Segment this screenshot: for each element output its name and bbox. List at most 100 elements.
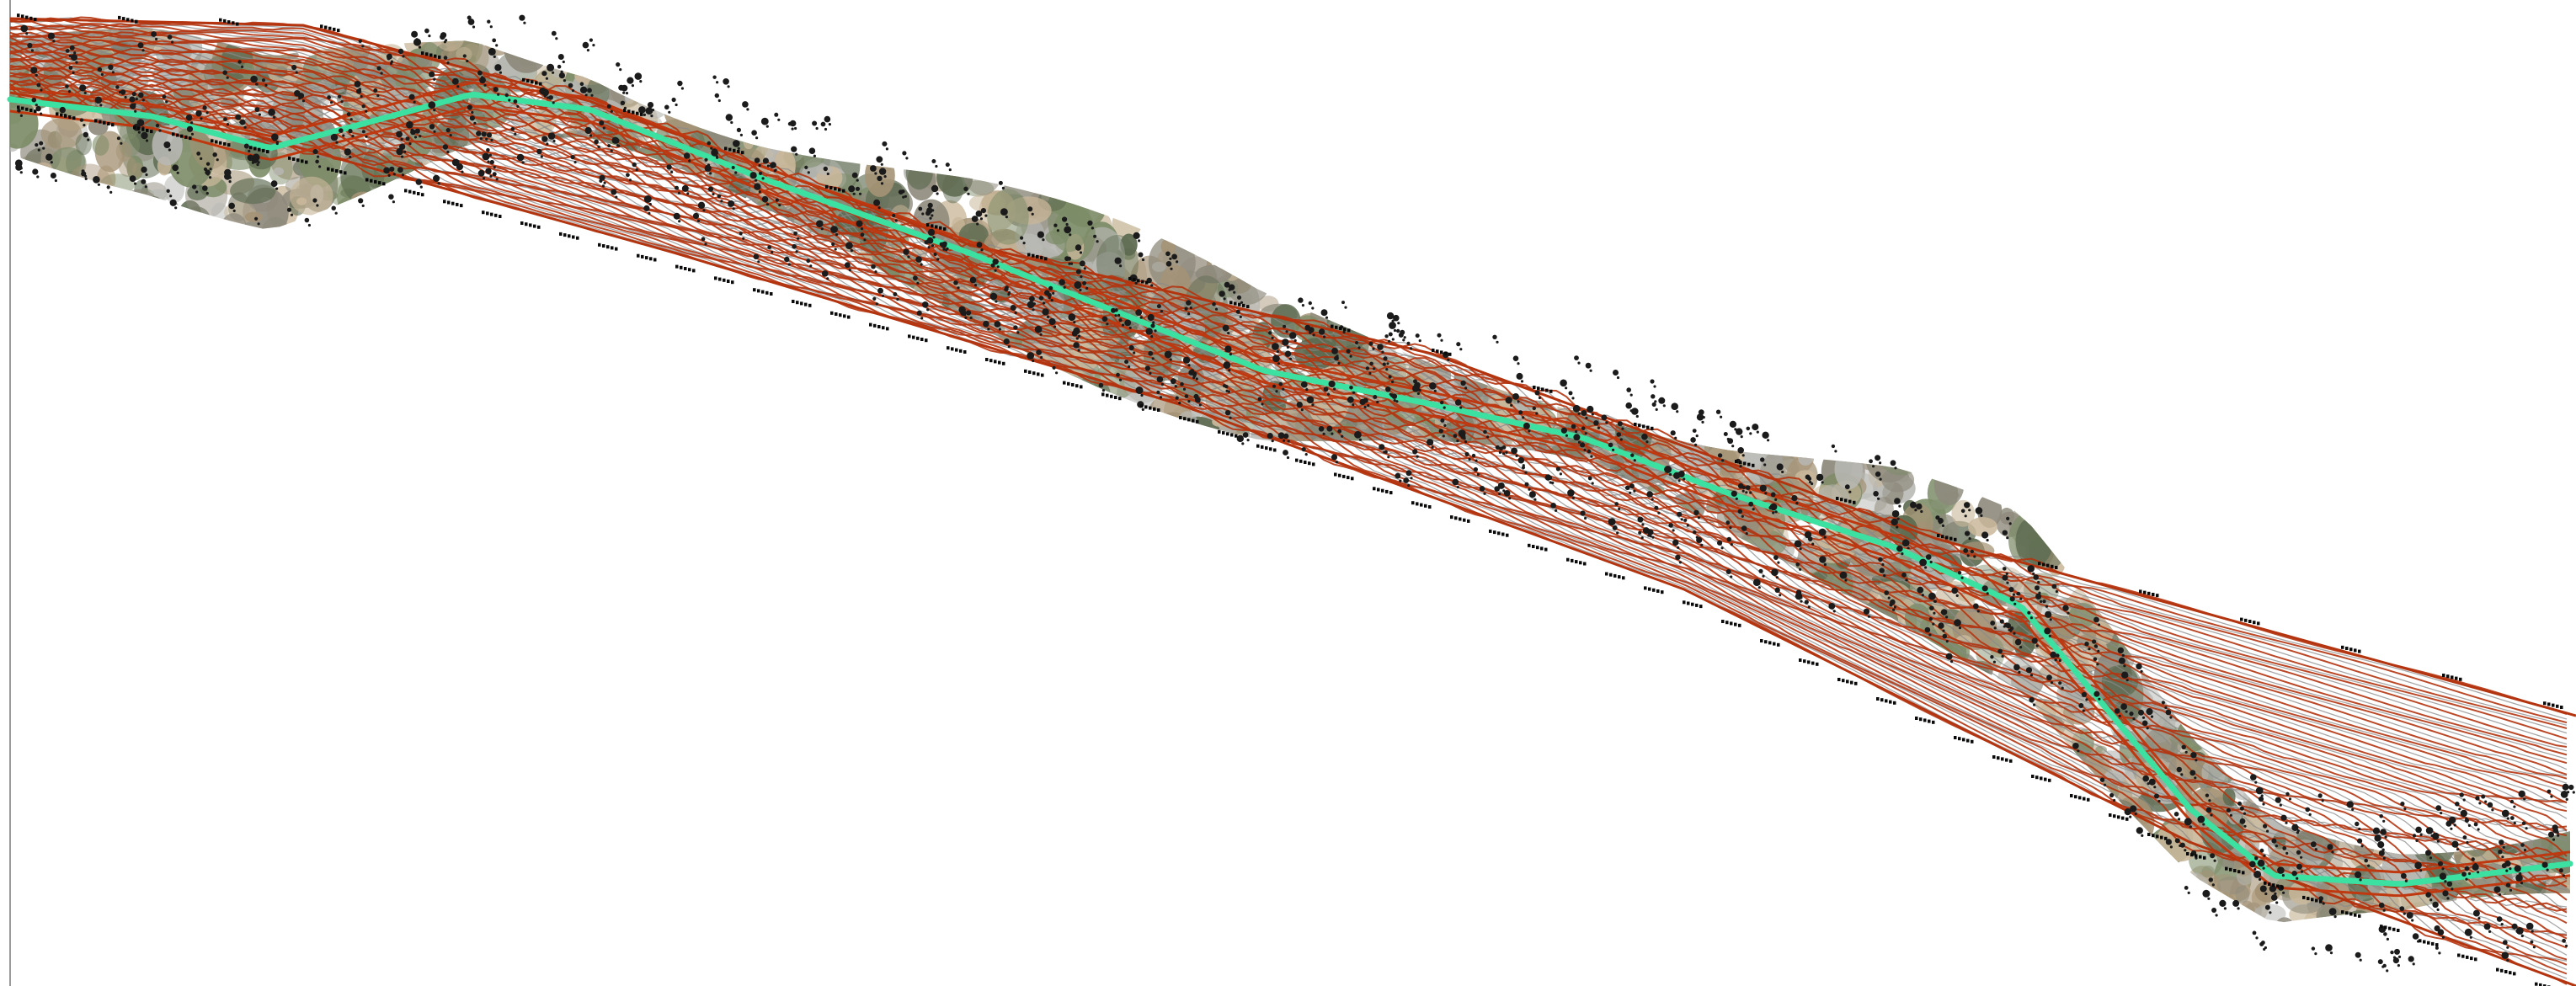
tree-symbol	[2412, 933, 2420, 943]
lower-station-marker	[2031, 775, 2051, 782]
tree-symbol	[551, 30, 558, 40]
lower-station-marker	[1799, 658, 1819, 666]
terrain-patch	[1324, 276, 1353, 318]
terrain-patch	[35, 182, 46, 189]
lower-station-marker	[1256, 444, 1277, 452]
lower-station-marker	[1063, 381, 1083, 389]
lower-station-marker	[1837, 678, 1858, 685]
terrain-patch	[407, 168, 442, 200]
terrain-patch	[963, 143, 1003, 196]
terrain-patch	[1575, 370, 1602, 408]
terrain-patch	[1532, 340, 1566, 379]
lower-station-marker	[1721, 620, 1741, 627]
tree-symbol	[519, 14, 526, 24]
terrain-patch	[1708, 390, 1749, 421]
lower-station-marker	[404, 189, 424, 197]
lower-station-marker	[1915, 717, 1935, 724]
tree-symbol	[2275, 797, 2282, 807]
tree-symbol	[1715, 409, 1723, 418]
tree-symbol	[1658, 397, 1666, 408]
terrain-patch	[86, 191, 108, 203]
terrain-patch	[577, 28, 614, 42]
tree-symbol	[1671, 402, 1679, 413]
terrain-patch	[2316, 904, 2341, 923]
terrain-patch	[221, 213, 247, 237]
terrain-patch	[328, 210, 348, 231]
terrain-patch	[765, 83, 803, 114]
terrain-patch	[2348, 950, 2377, 986]
terrain-patch	[1167, 413, 1178, 424]
lower-station-marker	[2535, 982, 2551, 986]
major-contour	[9, 74, 2568, 936]
terrain-patch	[1302, 435, 1346, 498]
lower-station-marker	[1489, 529, 1509, 537]
lower-station-marker	[443, 200, 463, 208]
terrain-patch	[591, 30, 635, 81]
tree-symbol	[1574, 355, 1581, 365]
tree-symbol	[714, 93, 721, 103]
terrain-patch	[244, 211, 264, 222]
tree-symbol	[1456, 342, 1463, 351]
terrain-patch	[1774, 424, 1795, 450]
tree-symbol	[1585, 362, 1592, 372]
terrain-patch	[890, 125, 917, 164]
tree-symbol	[1389, 322, 1397, 333]
terrain-patch	[1601, 358, 1624, 384]
terrain-patch	[665, 87, 706, 110]
terrain-patch	[435, 28, 465, 51]
lower-station-marker	[1683, 600, 1703, 609]
lower-station-marker	[1411, 501, 1432, 509]
terrain-patch	[1951, 499, 1976, 527]
lower-station-marker	[1566, 557, 1587, 566]
tree-symbol	[723, 78, 730, 88]
tree-symbol	[1516, 372, 1524, 383]
terrain-patch	[1644, 388, 1686, 429]
tree-symbol	[1831, 444, 1837, 453]
terrain-patch	[845, 113, 867, 135]
terrain-patch	[1620, 378, 1647, 408]
tree-symbol	[677, 80, 685, 90]
terrain-patch	[107, 187, 122, 196]
terrain-patch	[481, 28, 516, 56]
tree-symbol	[2382, 963, 2389, 973]
tree-symbol	[1283, 450, 1290, 460]
tree-symbol	[50, 173, 57, 183]
terrain-patch	[1477, 325, 1517, 380]
terrain-patch	[973, 160, 994, 179]
terrain-patch	[1651, 379, 1679, 397]
tree-symbol	[1723, 432, 1730, 441]
tree-symbol	[760, 117, 769, 128]
tree-symbol	[931, 159, 938, 168]
major-contour	[9, 83, 2568, 949]
tree-symbol	[1298, 297, 1304, 307]
tree-symbol	[93, 176, 100, 186]
terrain-patch	[717, 80, 755, 102]
terrain-patch	[1578, 391, 1594, 408]
lower-station-marker	[1295, 458, 1315, 466]
terrain-patch	[2336, 910, 2382, 923]
terrain-patch	[40, 177, 64, 196]
terrain-patch	[2338, 938, 2371, 986]
tree-symbol	[2377, 959, 2385, 968]
tree-symbol	[1762, 431, 1770, 442]
terrain-patch	[1484, 308, 1519, 349]
tree-symbol	[945, 163, 952, 172]
lower-station-marker	[1528, 543, 1548, 552]
lower-station-marker	[908, 334, 928, 343]
terrain-patch	[1834, 448, 1863, 490]
tree-symbol	[485, 168, 493, 178]
terrain-patch	[1504, 320, 1543, 378]
terrain-patch	[2260, 932, 2307, 956]
terrain-patch	[1437, 317, 1450, 331]
tree-symbol	[1981, 531, 1989, 542]
tree-symbol	[664, 104, 671, 114]
tree-symbol	[2219, 899, 2227, 910]
terrain-patch	[981, 164, 995, 179]
tree-symbol	[1341, 301, 1347, 309]
terrain-patch	[1455, 333, 1479, 365]
terrain-patch	[1933, 463, 1965, 506]
terrain-patch	[549, 28, 594, 70]
lower-station-marker	[2496, 967, 2516, 976]
terrain-patch	[529, 28, 567, 38]
